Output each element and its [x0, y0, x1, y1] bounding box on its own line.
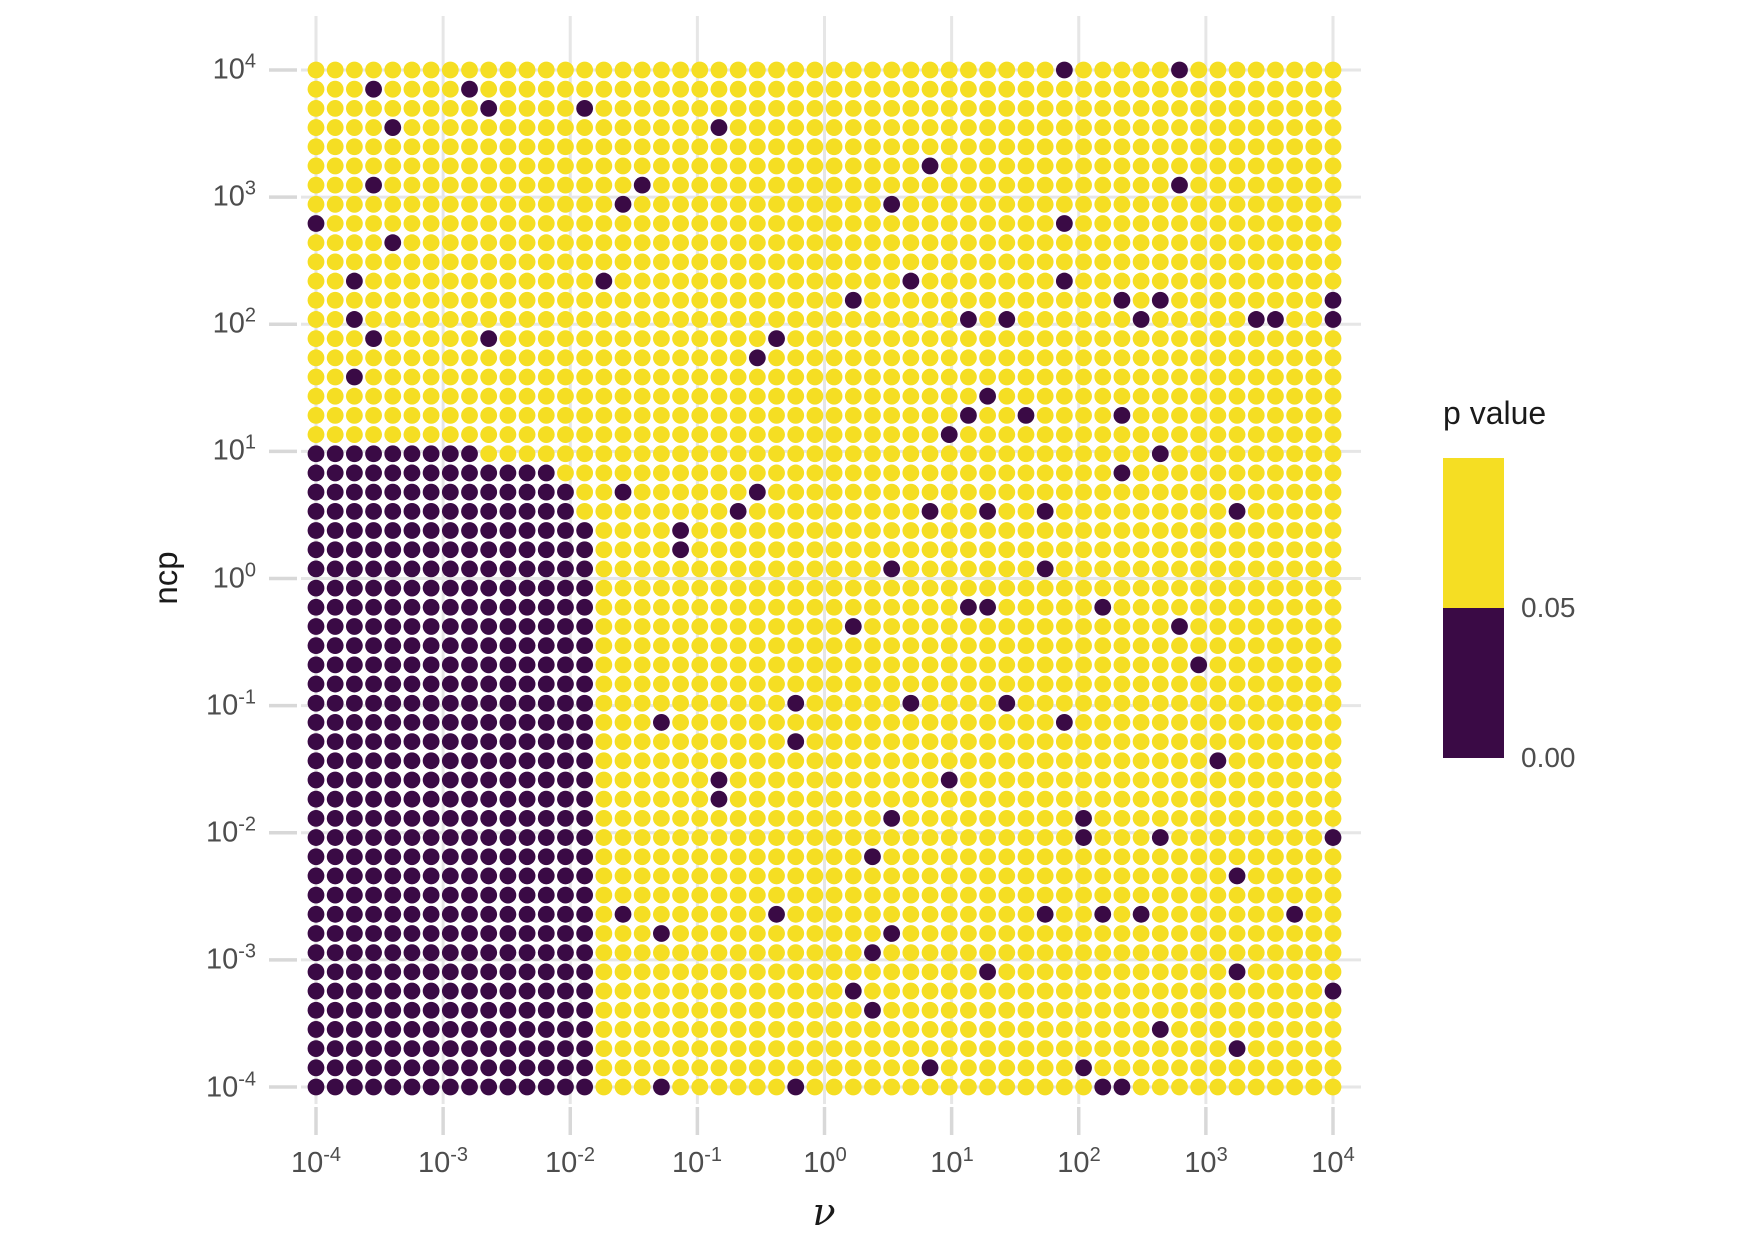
- y-tick-label: 103: [212, 177, 256, 213]
- x-tick-label: 103: [1184, 1144, 1228, 1179]
- y-tick-label: 104: [212, 50, 256, 86]
- y-tick-label: 10-2: [205, 813, 256, 849]
- x-tick-label: 10-4: [290, 1144, 342, 1179]
- y-tick-label: 101: [212, 431, 256, 467]
- x-tick-label: 10-1: [671, 1144, 723, 1179]
- x-tick-label: 10-2: [544, 1144, 596, 1179]
- y-tick-label: 10-3: [205, 940, 256, 976]
- y-tick-label: 10-1: [205, 686, 256, 722]
- legend-swatch-high: [1443, 458, 1504, 608]
- x-tick-label: 101: [930, 1144, 974, 1179]
- legend-threshold-label: 0.05: [1521, 592, 1576, 623]
- legend-title: p value: [1443, 395, 1547, 431]
- x-axis-title: ν: [812, 1190, 836, 1234]
- y-tick-label: 100: [212, 559, 256, 595]
- y-tick-label: 102: [212, 304, 256, 340]
- y-axis-title: ncp: [147, 551, 184, 605]
- legend-colorbar: 0.05 0.00: [1443, 458, 1576, 773]
- legend-swatch-low: [1443, 608, 1504, 758]
- x-tick-label: 10-3: [417, 1144, 469, 1179]
- y-tick-label: 10-4: [205, 1068, 256, 1104]
- legend-min-label: 0.00: [1521, 742, 1576, 773]
- x-tick-label: 102: [1057, 1144, 1101, 1179]
- legend: p value 0.05 0.00: [1443, 395, 1576, 773]
- x-tick-label: 100: [803, 1144, 847, 1179]
- x-tick-label: 104: [1311, 1144, 1355, 1179]
